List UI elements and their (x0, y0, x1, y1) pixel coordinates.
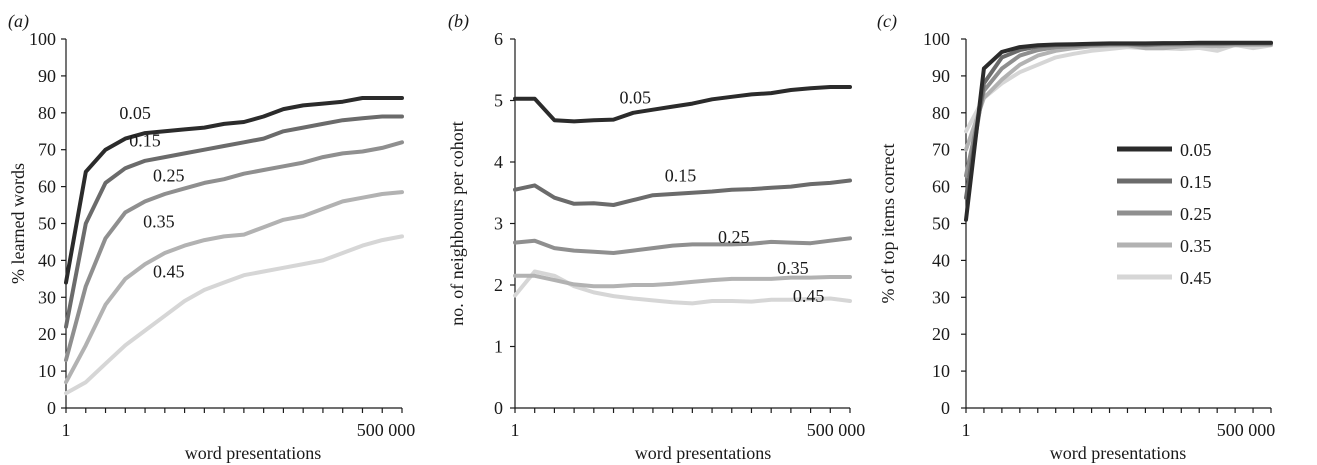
series-line-0.25 (964, 41, 1273, 178)
series-line-0.25 (64, 140, 404, 362)
series-line-0.05 (513, 85, 852, 124)
y-tick-label: 80 (38, 103, 56, 123)
series-line-0.25 (513, 236, 852, 255)
y-tick-label: 80 (932, 103, 950, 123)
y-tick-label: 50 (38, 214, 56, 234)
legend-label: 0.45 (1180, 268, 1212, 288)
series-label: 0.15 (129, 130, 161, 150)
legend-label: 0.25 (1180, 204, 1212, 224)
x-tick-label: 1 (511, 420, 520, 440)
y-tick-label: 30 (932, 287, 950, 307)
x-axis-title: word presentations (185, 443, 321, 463)
panel-label: (a) (8, 11, 29, 32)
x-tick-label: 500 000 (1217, 420, 1276, 440)
y-tick-label: 2 (494, 275, 503, 295)
y-tick-label: 20 (38, 324, 56, 344)
series-label: 0.35 (777, 258, 809, 278)
y-tick-label: 10 (38, 361, 56, 381)
y-tick-label: 3 (494, 214, 503, 234)
y-tick-label: 1 (494, 337, 503, 357)
series-label: 0.35 (143, 212, 175, 232)
y-tick-label: 4 (494, 152, 503, 172)
series-line-0.15 (64, 114, 404, 329)
chart-panel-2: (c) 0 10 20 30 40 50 60 70 80 90 100 1 500 000 word pr… (877, 11, 1275, 463)
series-label: 0.15 (665, 166, 697, 186)
series-label: 0.05 (119, 103, 151, 123)
y-tick-label: 10 (932, 361, 950, 381)
panel-label: (c) (877, 11, 897, 32)
y-tick-label: 30 (38, 287, 56, 307)
chart-panel-0: (a) 0 10 20 30 40 50 60 70 80 90 100 1 500 000 word pr… (8, 11, 415, 463)
panel-label: (b) (448, 11, 469, 32)
legend-label: 0.05 (1180, 140, 1212, 160)
series-line-0.45 (964, 42, 1273, 134)
series-label: 0.45 (793, 286, 825, 306)
legend-label: 0.15 (1180, 172, 1212, 192)
series-label: 0.05 (619, 87, 651, 107)
y-tick-label: 0 (47, 398, 56, 418)
y-tick-label: 0 (941, 398, 950, 418)
y-axis-title: % learned words (8, 163, 28, 284)
series-line-0.35 (513, 273, 852, 289)
series-line-0.35 (64, 190, 404, 385)
y-axis-title: % of top items correct (878, 144, 898, 304)
y-tick-label: 6 (494, 29, 503, 49)
series-label: 0.25 (718, 227, 750, 247)
series-line-0.05 (964, 40, 1273, 222)
y-tick-label: 100 (29, 29, 56, 49)
series-label: 0.45 (153, 261, 185, 281)
y-tick-label: 60 (932, 177, 950, 197)
y-tick-label: 0 (494, 398, 503, 418)
y-tick-label: 60 (38, 177, 56, 197)
y-tick-label: 90 (932, 66, 950, 86)
y-axis-title: no. of neighbours per cohort (447, 121, 467, 325)
series-line-0.15 (964, 41, 1273, 200)
y-tick-label: 70 (932, 140, 950, 160)
x-axis-title: word presentations (635, 443, 771, 463)
y-tick-label: 5 (494, 91, 503, 111)
y-tick-label: 50 (932, 214, 950, 234)
series-label: 0.25 (153, 166, 185, 186)
x-tick-label: 1 (962, 420, 971, 440)
y-tick-label: 40 (38, 250, 56, 270)
y-tick-label: 70 (38, 140, 56, 160)
y-tick-label: 100 (923, 29, 950, 49)
y-tick-label: 90 (38, 66, 56, 86)
series-line-0.45 (64, 234, 404, 396)
y-tick-label: 20 (932, 324, 950, 344)
y-tick-label: 40 (932, 250, 950, 270)
series-line-0.15 (513, 178, 852, 207)
x-axis-title: word presentations (1050, 443, 1186, 463)
x-tick-label: 500 000 (357, 420, 416, 440)
x-tick-label: 500 000 (807, 420, 866, 440)
legend: 0.05 0.15 0.25 0.35 0.45 (1117, 140, 1212, 288)
x-tick-label: 1 (62, 420, 71, 440)
series-line-0.05 (64, 96, 404, 285)
legend-label: 0.35 (1180, 236, 1212, 256)
